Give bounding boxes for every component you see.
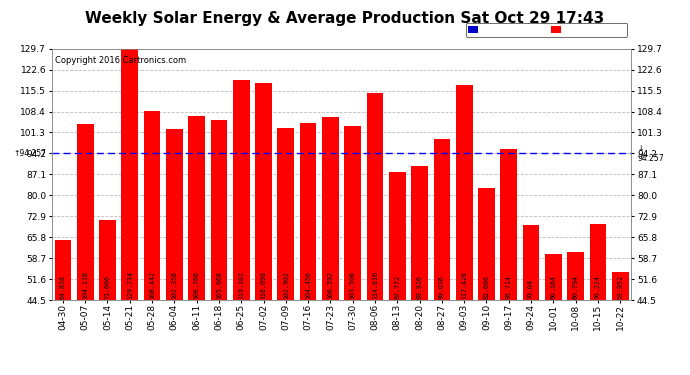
Text: ↑94.257: ↑94.257 [13, 149, 46, 158]
Bar [456, 85, 473, 300]
Text: 82.606: 82.606 [484, 274, 489, 298]
Text: 104.456: 104.456 [305, 270, 311, 298]
Text: 87.772: 87.772 [394, 274, 400, 298]
Bar [478, 188, 495, 300]
Text: 99.036: 99.036 [439, 274, 445, 298]
Text: 53.952: 53.952 [617, 274, 623, 298]
Text: Copyright 2016 Cartronics.com: Copyright 2016 Cartronics.com [55, 56, 186, 65]
Text: 71.606: 71.606 [104, 274, 110, 298]
Bar [322, 117, 339, 300]
Bar [166, 129, 183, 300]
Bar [411, 166, 428, 300]
Text: 95.714: 95.714 [506, 274, 512, 298]
Text: 106.766: 106.766 [194, 270, 199, 298]
Text: 104.118: 104.118 [82, 270, 88, 298]
Bar [144, 111, 160, 300]
Text: 70.04: 70.04 [528, 279, 534, 298]
Text: 60.794: 60.794 [573, 274, 579, 298]
Bar [567, 252, 584, 300]
Text: 108.442: 108.442 [149, 270, 155, 298]
Text: 106.592: 106.592 [327, 270, 333, 298]
Text: 117.426: 117.426 [461, 270, 467, 298]
Bar [500, 149, 517, 300]
Bar [77, 124, 94, 300]
Bar [299, 123, 317, 300]
Bar [99, 220, 116, 300]
Text: 60.164: 60.164 [551, 274, 556, 298]
Bar [255, 83, 272, 300]
Text: 129.734: 129.734 [127, 270, 132, 298]
Bar [433, 139, 451, 300]
Bar [233, 80, 250, 300]
Text: 119.102: 119.102 [238, 270, 244, 298]
Bar [277, 128, 294, 300]
Text: ↓
94.257: ↓ 94.257 [637, 144, 664, 163]
Legend: Average  (kWh), Weekly  (kWh): Average (kWh), Weekly (kWh) [466, 23, 627, 37]
Text: 64.858: 64.858 [60, 274, 66, 298]
Bar [344, 126, 361, 300]
Text: 89.926: 89.926 [417, 274, 422, 298]
Bar [210, 120, 227, 300]
Bar [121, 49, 138, 300]
Text: 103.506: 103.506 [350, 270, 356, 298]
Bar [55, 240, 71, 300]
Bar [366, 93, 384, 300]
Text: 114.816: 114.816 [372, 270, 378, 298]
Text: 70.224: 70.224 [595, 274, 601, 298]
Text: 105.668: 105.668 [216, 270, 222, 298]
Text: Weekly Solar Energy & Average Production Sat Oct 29 17:43: Weekly Solar Energy & Average Production… [86, 11, 604, 26]
Text: 102.902: 102.902 [283, 270, 289, 298]
Bar [523, 225, 540, 300]
Bar [188, 116, 205, 300]
Bar [389, 172, 406, 300]
Text: 118.098: 118.098 [261, 270, 266, 298]
Bar [545, 254, 562, 300]
Text: 102.358: 102.358 [171, 270, 177, 298]
Bar [612, 272, 629, 300]
Bar [589, 224, 607, 300]
